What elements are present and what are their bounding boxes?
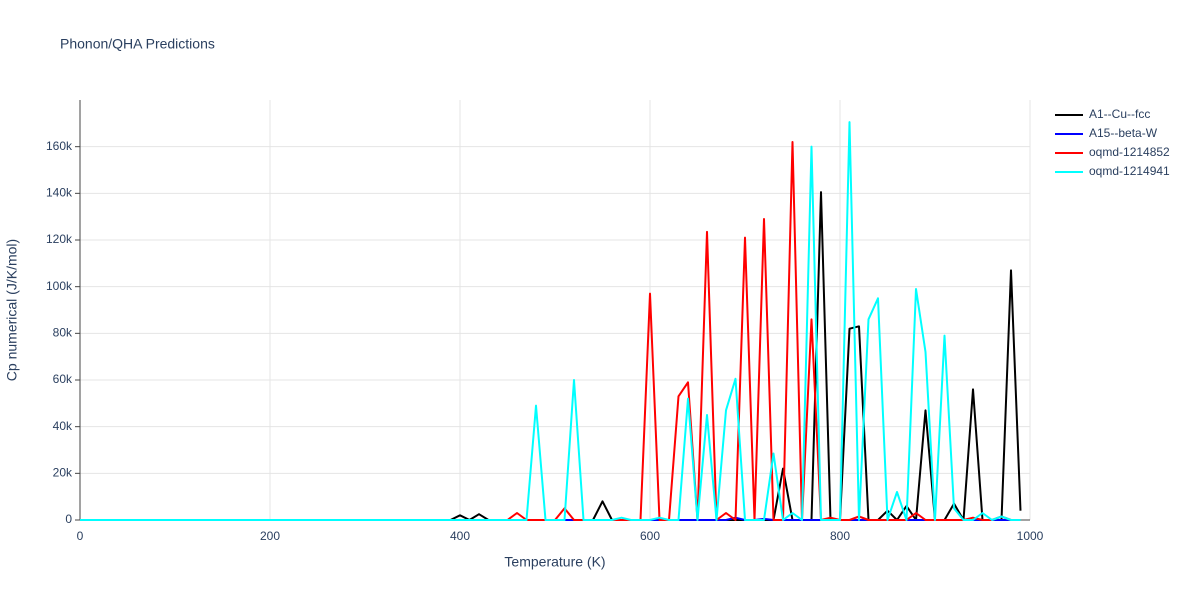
- y-tick-label: 60k: [53, 372, 73, 386]
- y-tick-label: 160k: [46, 139, 73, 153]
- legend-label: oqmd-1214941: [1089, 164, 1170, 178]
- x-axis-title: Temperature (K): [504, 554, 605, 570]
- legend-label: A15--beta-W: [1089, 126, 1158, 140]
- y-tick-label: 40k: [53, 419, 73, 433]
- series-line: [80, 191, 1022, 521]
- y-tick-label: 120k: [46, 232, 73, 246]
- x-tick-label: 0: [77, 529, 84, 543]
- x-tick-label: 800: [830, 529, 850, 543]
- legend-label: oqmd-1214852: [1089, 145, 1170, 159]
- x-tick-label: 400: [450, 529, 470, 543]
- y-tick-label: 0: [65, 512, 72, 526]
- legend-label: A1--Cu--fcc: [1089, 107, 1150, 121]
- y-axis-title: Cp numerical (J/K/mol): [4, 239, 20, 381]
- y-tick-label: 100k: [46, 279, 73, 293]
- series-line: [80, 121, 1021, 521]
- y-tick-label: 20k: [53, 466, 73, 480]
- y-tick-label: 80k: [53, 326, 73, 340]
- x-tick-label: 200: [260, 529, 280, 543]
- chart-title: Phonon/QHA Predictions: [60, 36, 215, 52]
- y-tick-label: 140k: [46, 186, 73, 200]
- x-tick-label: 600: [640, 529, 660, 543]
- x-tick-label: 1000: [1017, 529, 1044, 543]
